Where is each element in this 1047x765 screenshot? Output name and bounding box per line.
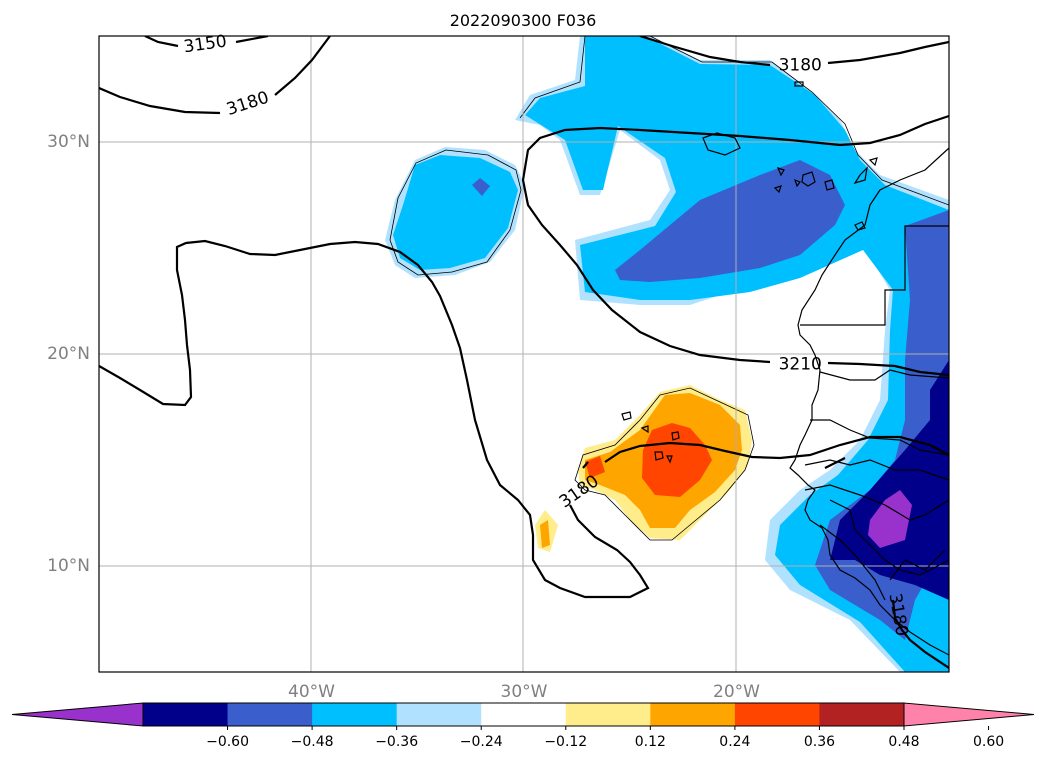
colorbar-swatch bbox=[650, 703, 736, 726]
map-panel bbox=[99, 36, 949, 672]
colorbar-extend-low bbox=[11, 702, 144, 727]
shading-western-negative bbox=[385, 147, 525, 278]
contour-label: 3180 bbox=[779, 56, 822, 76]
coastlines bbox=[621, 81, 949, 656]
colorbar-swatch bbox=[734, 703, 820, 726]
lat-tick-label: 20°N bbox=[47, 344, 90, 364]
colorbar-tick-label: −0.60 bbox=[206, 734, 249, 750]
lon-tick-label: 20°W bbox=[713, 682, 760, 702]
lat-tick-label: 10°N bbox=[47, 556, 90, 576]
colorbar-swatch bbox=[396, 703, 482, 726]
colorbar-swatch bbox=[565, 703, 651, 726]
colorbar-tick-label: −0.36 bbox=[375, 734, 418, 750]
figure-title: 2022090300 F036 bbox=[450, 11, 597, 30]
latitude-tick-labels: 30°N 20°N 10°N bbox=[47, 132, 90, 576]
longitude-tick-labels: 40°W 30°W 20°W bbox=[288, 682, 760, 702]
contour-label: 3210 bbox=[779, 355, 822, 375]
colorbar-swatch bbox=[312, 703, 398, 726]
colorbar-tick-label: −0.24 bbox=[460, 734, 503, 750]
height-contours bbox=[99, 36, 949, 669]
map-border bbox=[98, 35, 950, 673]
lat-tick-label: 30°N bbox=[47, 132, 90, 152]
colorbar-tick-label: 0.36 bbox=[804, 734, 835, 750]
colorbar-tick-label: 0.60 bbox=[973, 734, 1004, 750]
colorbar-tick-label: −0.48 bbox=[291, 734, 334, 750]
colorbar-extend-high bbox=[903, 702, 1035, 727]
colorbar: −0.60 −0.48 −0.36 −0.24 −0.12 0.12 0.24 0.36 0.4… bbox=[11, 702, 1035, 750]
shading-northern-negative bbox=[515, 36, 949, 672]
lon-tick-label: 40°W bbox=[288, 682, 335, 702]
colorbar-swatch bbox=[143, 703, 229, 726]
colorbar-tick-label: 0.24 bbox=[719, 734, 750, 750]
colorbar-tick-label: 0.48 bbox=[888, 734, 919, 750]
graticule bbox=[99, 36, 949, 672]
colorbar-swatch bbox=[819, 703, 905, 726]
colorbar-tick-label: 0.12 bbox=[635, 734, 666, 750]
shading-positive bbox=[535, 385, 752, 552]
colorbar-tick-label: −0.12 bbox=[544, 734, 587, 750]
colorbar-frame bbox=[142, 702, 905, 727]
lon-tick-label: 30°W bbox=[501, 682, 548, 702]
colorbar-swatch bbox=[481, 703, 567, 726]
colorbar-swatch bbox=[227, 703, 313, 726]
